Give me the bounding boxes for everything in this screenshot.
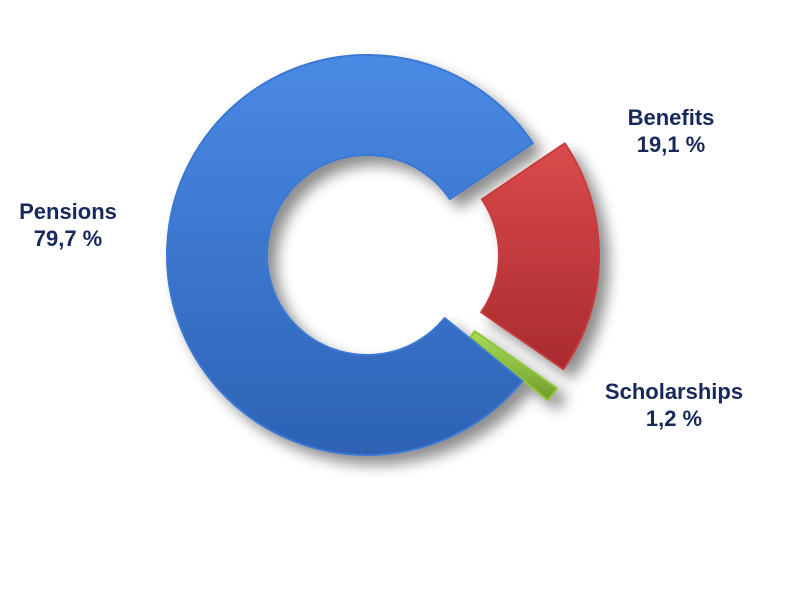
slice-label-scholarships: Scholarships 1,2 % <box>588 378 760 432</box>
slices-group <box>166 54 600 456</box>
slice-label-scholarships-value: 1,2 % <box>645 406 703 431</box>
slice-label-benefits-value: 19,1 % <box>636 132 706 157</box>
slice-label-benefits: Benefits 19,1 % <box>596 104 746 158</box>
slice-label-scholarships-name: Scholarships <box>604 379 744 404</box>
slice-pensions <box>166 54 534 456</box>
slice-label-pensions-name: Pensions <box>19 199 117 224</box>
slice-scholarships <box>469 330 558 402</box>
slice-benefits <box>480 142 600 371</box>
slice-label-benefits-name: Benefits <box>627 105 715 130</box>
slice-label-pensions: Pensions 79,7 % <box>0 198 136 252</box>
slice-label-pensions-value: 79,7 % <box>33 226 103 251</box>
